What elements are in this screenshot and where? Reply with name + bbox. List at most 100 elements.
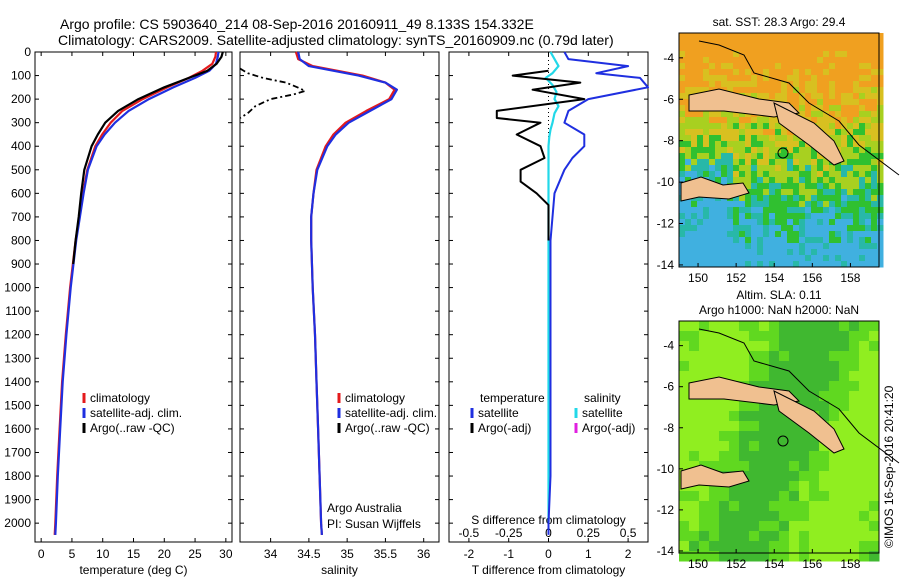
map-cell [819, 331, 830, 342]
map-cell [697, 255, 704, 262]
map-cell [709, 491, 720, 502]
map-cell [789, 521, 800, 532]
map-cell [749, 471, 760, 482]
map-cell [769, 153, 776, 160]
map-cell [781, 129, 788, 136]
map-cell [757, 93, 764, 100]
map-cell [789, 541, 800, 552]
series-line-temp-satellite [547, 51, 649, 535]
map-cell [805, 189, 812, 196]
map-cell [697, 39, 704, 46]
map-cell [739, 57, 746, 64]
map-cell [779, 471, 790, 482]
map-cell [877, 165, 884, 172]
y-tick-label: 1200 [4, 328, 31, 342]
map-cell [811, 63, 818, 70]
map-cell [733, 195, 740, 202]
map-cell [775, 219, 782, 226]
map-cell [679, 129, 686, 136]
map-cell [871, 207, 878, 214]
map-cell [787, 225, 794, 232]
map-cell [685, 135, 692, 142]
map-cell [793, 99, 800, 106]
map-cell [859, 63, 866, 70]
map-cell [841, 207, 848, 214]
map-cell [781, 69, 788, 76]
map-cell [869, 401, 880, 412]
map-cell [759, 471, 770, 482]
map-cell [763, 201, 770, 208]
map-cell [871, 141, 878, 148]
map-cell [877, 207, 884, 214]
map-cell [799, 177, 806, 184]
map-cell [811, 207, 818, 214]
map-cell [709, 237, 716, 244]
map-cell [769, 255, 776, 262]
map-cell [799, 51, 806, 58]
map-cell [847, 99, 854, 106]
map-cell [679, 171, 686, 178]
map-cell [847, 153, 854, 160]
map-cell [799, 33, 806, 40]
map-cell [679, 321, 690, 332]
y-tick-label: 1300 [4, 351, 31, 365]
map-cell [839, 321, 850, 332]
map-cell [789, 461, 800, 472]
map-cell [849, 341, 860, 352]
map-cell [749, 401, 760, 412]
map-cell [835, 201, 842, 208]
map-cell [727, 75, 734, 82]
map-cell [769, 141, 776, 148]
map-cell [749, 371, 760, 382]
map-cell [877, 45, 884, 52]
map-cell [729, 371, 740, 382]
map-cell [799, 331, 810, 342]
map-cell [871, 243, 878, 250]
map-cell [763, 51, 770, 58]
map-cell [751, 261, 758, 268]
map-cell [799, 551, 810, 562]
map-cell [763, 219, 770, 226]
map-cell [853, 243, 860, 250]
map-cell [809, 551, 820, 562]
map-cell [689, 461, 700, 472]
map-cell [789, 431, 800, 442]
map-cell [685, 177, 692, 184]
map-cell [871, 201, 878, 208]
map-cell [749, 411, 760, 422]
map-cell [835, 129, 842, 136]
map-cell [739, 81, 746, 88]
map-cell [799, 57, 806, 64]
map-cell [869, 371, 880, 382]
map-cell [733, 207, 740, 214]
map-cell [817, 237, 824, 244]
map-cell [703, 237, 710, 244]
map-cell [745, 249, 752, 256]
map-cell [679, 249, 686, 256]
map-cell [727, 231, 734, 238]
map-cell [781, 153, 788, 160]
map-cell [679, 491, 690, 502]
map-cell [779, 551, 790, 562]
map-cell [679, 153, 686, 160]
map-cell [703, 165, 710, 172]
map-cell [769, 177, 776, 184]
land-shape [680, 464, 750, 490]
map-cell [697, 225, 704, 232]
map-cell [847, 69, 854, 76]
map-cell [757, 135, 764, 142]
map-cell [853, 57, 860, 64]
map-cell [709, 219, 716, 226]
map-cell [793, 171, 800, 178]
map-cell [763, 75, 770, 82]
map-cell [849, 541, 860, 552]
map-cell [877, 177, 884, 184]
map-cell [689, 361, 700, 372]
map-cell [703, 75, 710, 82]
map-cell [823, 117, 830, 124]
map-cell [877, 99, 884, 106]
map-cell [799, 351, 810, 362]
map-cell [759, 371, 770, 382]
map-cell [703, 201, 710, 208]
map-cell [691, 201, 698, 208]
